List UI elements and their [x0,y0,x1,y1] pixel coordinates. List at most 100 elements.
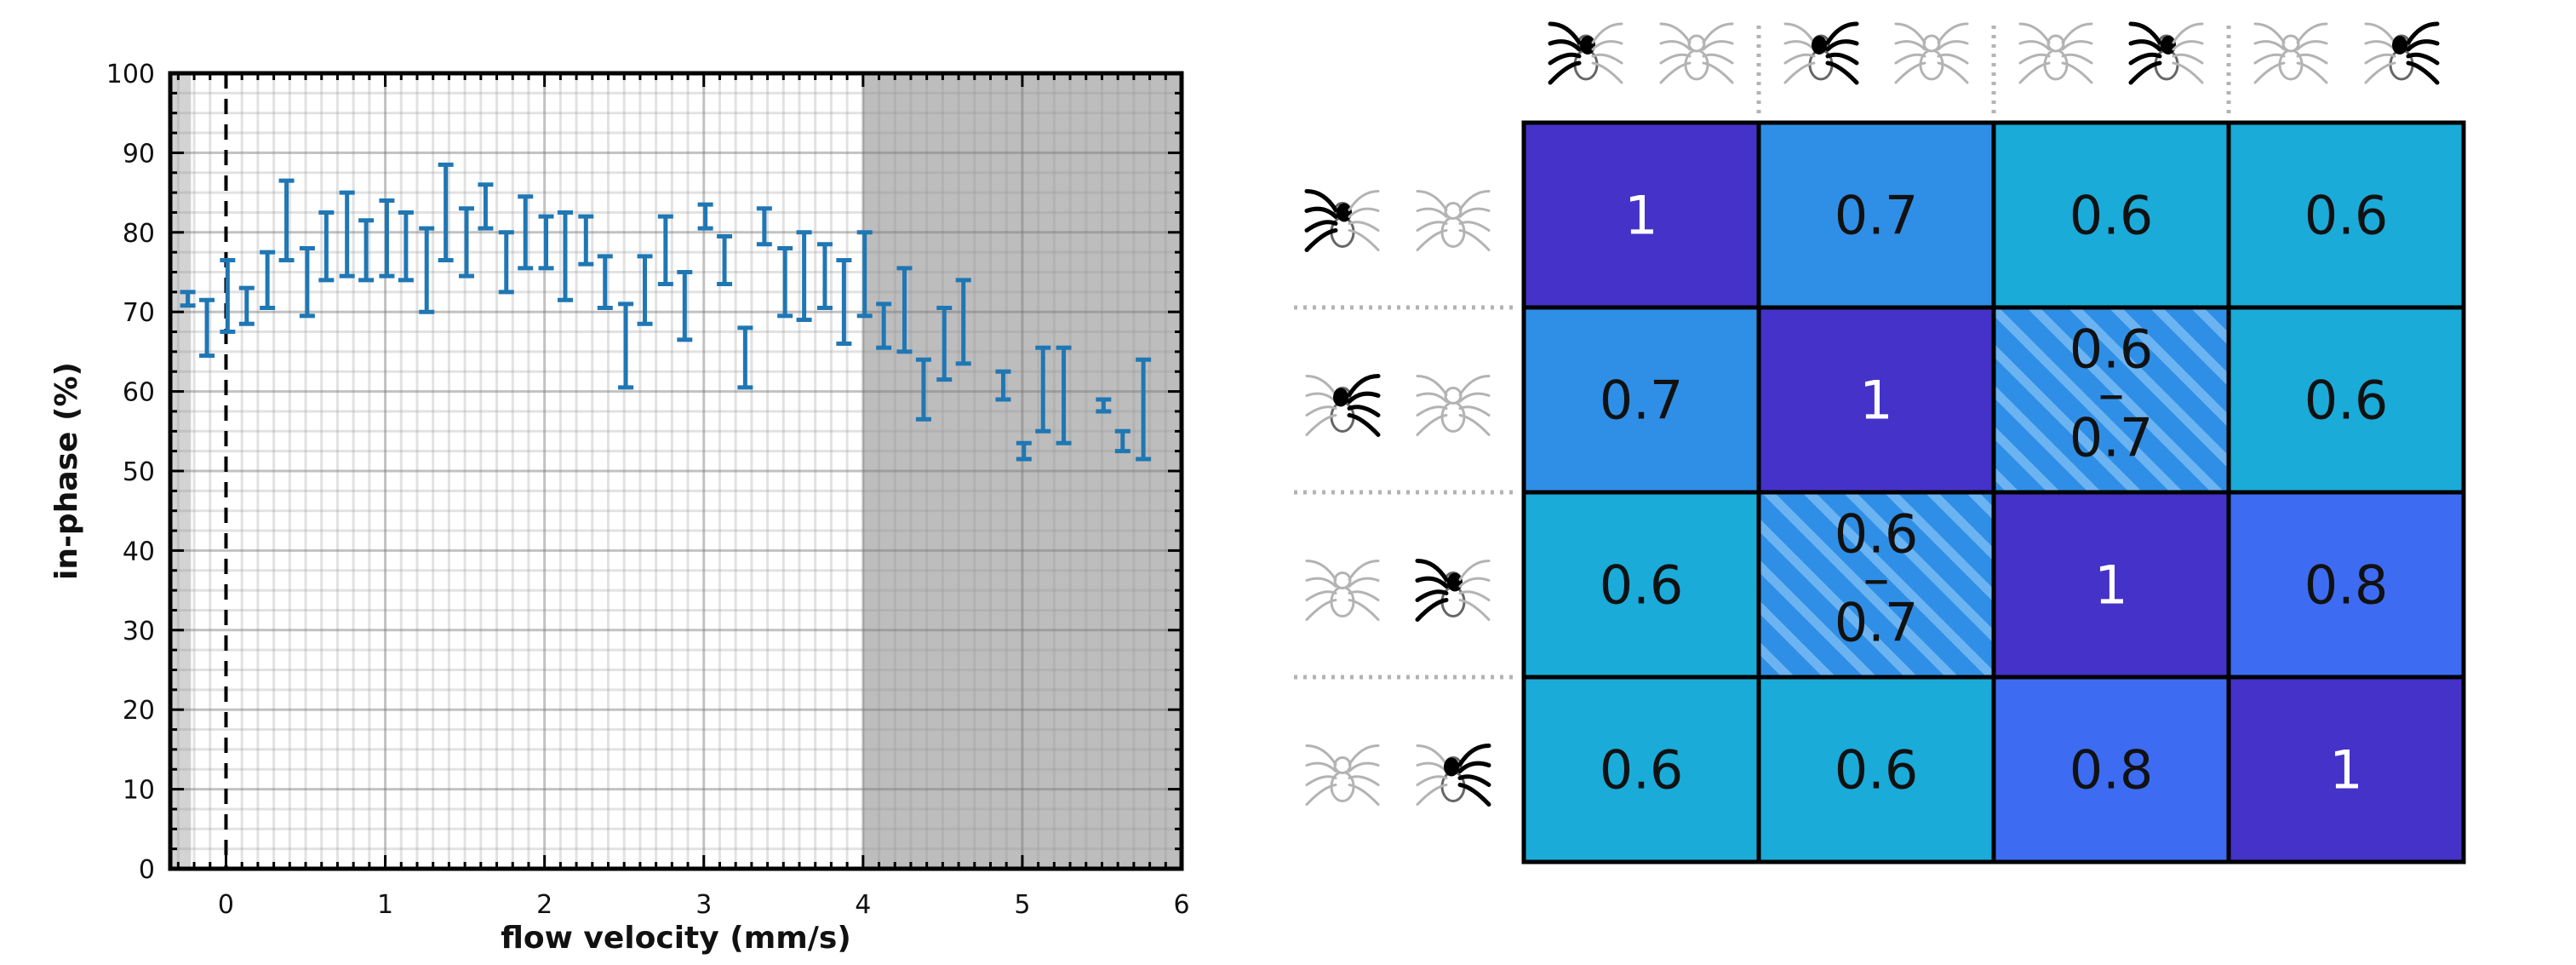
errorbar-point [697,202,713,231]
errorbar-point [199,297,215,359]
cell-value-label: 0.6 [2069,185,2154,247]
errorbar-point [278,178,295,262]
heatmap-cell [1756,120,1996,310]
spider-icon [2018,22,2093,84]
y-tick-label: 30 [123,617,155,646]
cell-value-label: 1 [1624,185,1657,247]
errorbar-point [180,290,196,308]
errorbar-point [1016,440,1032,462]
cell-value-label: 0.6 [2304,185,2389,247]
cell-value-label: 1 [2094,554,2127,617]
errorbar-point [777,245,793,319]
spider-pair-icon [2253,21,2440,85]
cell-value-label: 0.6–0.7 [2069,319,2154,469]
plot-background [170,73,1182,869]
errorbar-point [618,302,634,390]
spider-icon [1416,375,1491,436]
y-tick-label: 10 [123,776,155,806]
errorbar-point [398,210,414,283]
heatmap-cell [1991,675,2231,864]
heatmap-cells [1521,120,2466,864]
x-tick-label: 6 [1173,890,1189,920]
errorbar-point [478,182,494,231]
errorbar-point [717,233,733,287]
y-tick-labels: 0 10 20 30 40 50 60 70 80 90 100 [106,60,155,885]
series-errorbars [180,162,1152,462]
spider-icon [1416,190,1491,251]
errorbar-point [737,325,753,390]
x-tick-label: 5 [1014,890,1030,920]
heatmap-cell [1756,490,1996,680]
cell-value-label: 1 [1859,370,1892,432]
spider-icon [1894,22,1969,84]
y-tick-label: 20 [123,696,155,726]
spider-icon [2128,21,2204,85]
cell-value-label: 0.6 [1835,739,1919,801]
heatmap-cell [1756,305,1996,495]
cell-value-label: 0.6 [1600,739,1684,801]
heatmap-chart: 1 0.7 0.6 0.6 0.7 1 0.6–0.7 0.6 0.6 0.6–0.7 1 0.8 0.… [1294,21,2466,864]
errorbar-point [836,257,852,347]
heatmap-cell [1756,675,1996,864]
y-tick-label: 50 [123,457,155,487]
cell-value-label: 0.6 [1600,554,1684,617]
cell-value-label: 1 [2329,739,2362,801]
y-tick-label: 60 [123,378,155,408]
spider-pair-icon [2018,21,2204,85]
spider-pair-icon [1304,189,1491,252]
errorbar-point [1096,397,1112,414]
y-tick-label: 90 [123,139,155,169]
errorbar-point [896,266,913,354]
axis-ticks [170,72,1183,870]
errorbar-point [379,198,395,279]
errorbar-point [995,369,1011,402]
x-tick-label: 0 [218,890,234,920]
errorbar-point [637,254,653,326]
errorbar-point [419,226,435,314]
spider-icon [1416,744,1491,807]
errorbar-point [318,210,335,283]
errorbar-point [339,190,355,279]
errorbar-point [498,230,514,295]
spider-pair-icon [1305,374,1491,437]
errorbar-point [1056,345,1072,445]
y-tick-label: 0 [139,855,155,885]
errorbar-point [856,230,873,319]
errorbar-point [557,210,573,302]
y-tick-label: 70 [123,298,155,328]
errorbar-point [955,278,971,366]
errorbar-point [358,218,375,283]
errorbar-point [220,257,236,335]
errorbar-point [1114,428,1131,454]
errorbar-point [915,357,931,422]
spider-icon [1304,189,1380,252]
errorbar-point [816,242,833,311]
column-header-icons [1548,21,2440,85]
x-tick-label: 3 [696,890,712,920]
heatmap-cell [2226,490,2466,680]
errorbar-point [438,162,454,262]
x-tick-label: 4 [855,890,871,920]
x-tick-labels: 0 1 2 3 4 5 6 [218,890,1190,920]
errorbar-point [677,270,693,342]
spider-icon [1305,744,1380,806]
y-axis-title: in-phase (%) [49,362,84,580]
row-header-icons [1304,189,1491,807]
errorbar-point [936,306,953,382]
x-tick-label: 2 [536,890,552,920]
cell-value-label: 0.6–0.7 [1835,503,1919,654]
errorbar-point [657,214,673,287]
heatmap-cell [1521,675,1761,864]
y-tick-label: 40 [123,537,155,566]
spider-pair-icon [1548,21,1734,85]
heatmap-cell [2226,305,2466,495]
errorbar-point [597,254,613,311]
spider-pair-icon [1783,21,1969,85]
errorbar-point [578,214,594,267]
heatmap-cell [1991,490,2231,680]
errorbar-point [876,302,892,350]
spider-pair-icon [1305,744,1491,807]
errorbar-point [299,245,315,319]
cell-value-label: 0.7 [1835,185,1919,247]
